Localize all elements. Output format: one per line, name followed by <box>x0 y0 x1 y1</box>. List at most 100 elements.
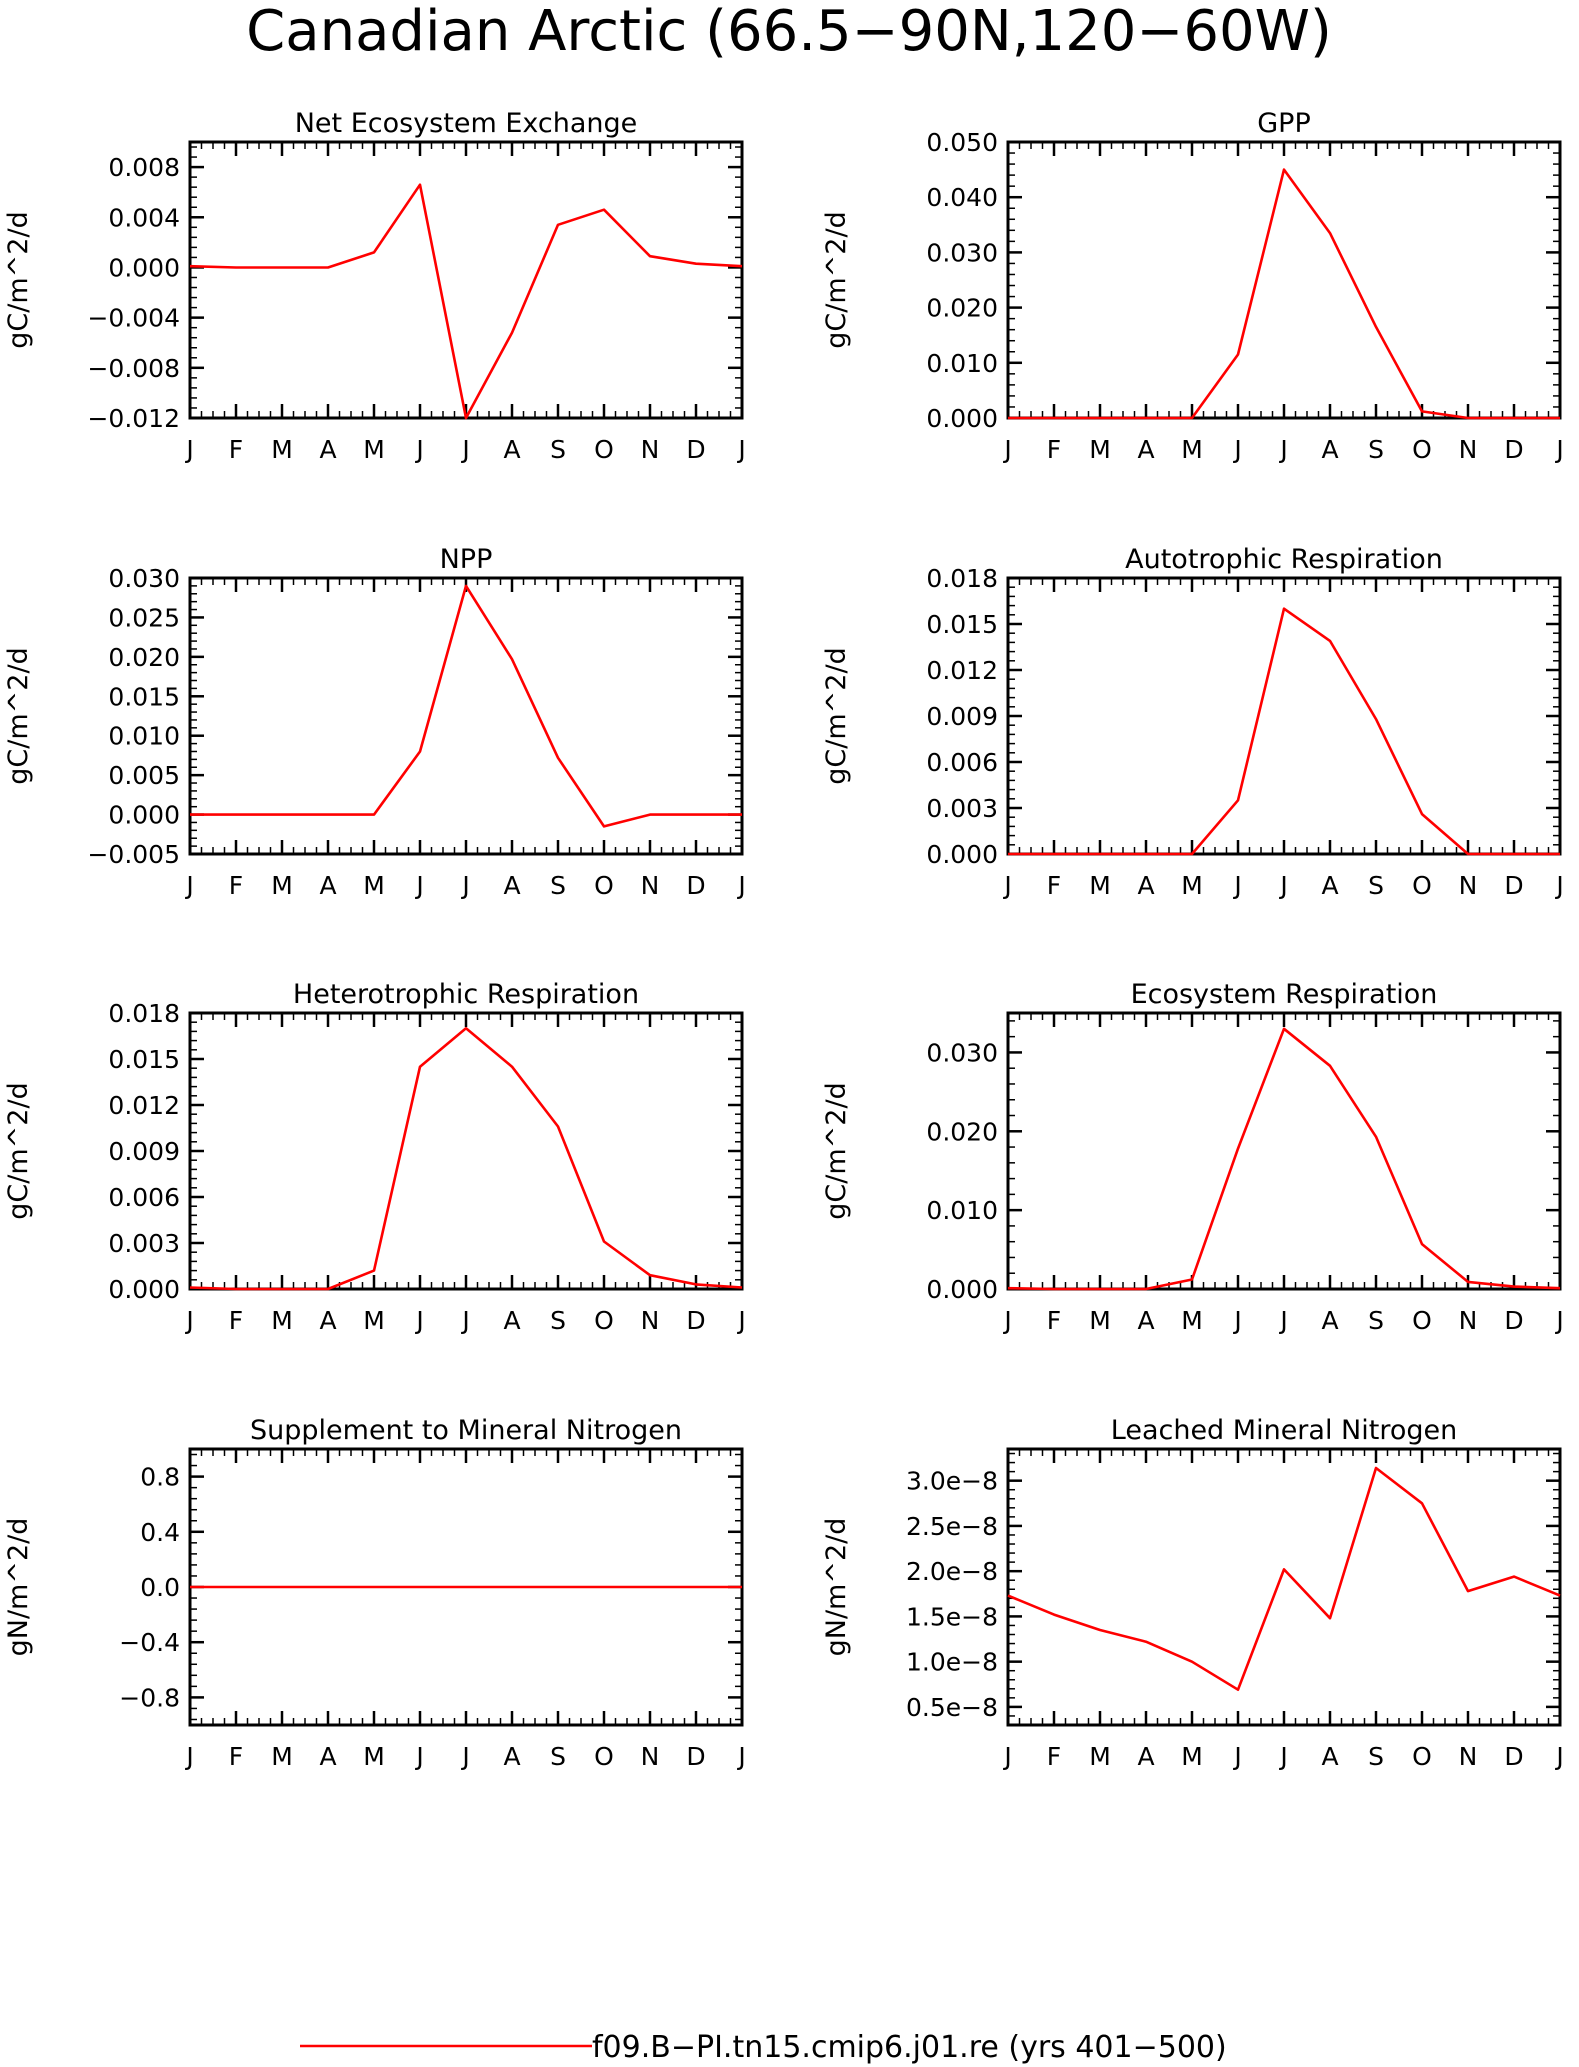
panel-title: Leached Mineral Nitrogen <box>1111 1415 1457 1446</box>
x-tick-label: J <box>1554 871 1563 900</box>
legend: f09.B−PI.tn15.cmip6.j01.re (yrs 401−500) <box>300 2030 1227 2065</box>
series-line <box>189 183 743 420</box>
x-tick-label: J <box>414 435 423 464</box>
x-tick-label: J <box>1232 1742 1241 1771</box>
x-tick-label: N <box>641 435 660 464</box>
y-tick-label: 0.000 <box>926 1275 998 1304</box>
x-tick-label: M <box>363 871 385 900</box>
x-tick-label: J <box>736 435 745 464</box>
y-axis-label: gC/m^2/d <box>3 1082 34 1219</box>
x-tick-label: A <box>1321 1306 1338 1335</box>
x-tick-label: A <box>319 435 336 464</box>
y-tick-label: 0.010 <box>108 722 180 751</box>
y-tick-label: 0.015 <box>108 682 180 711</box>
x-tick-label: S <box>550 1742 566 1771</box>
y-tick-label: 0.003 <box>926 794 998 823</box>
x-tick-label: A <box>1321 1742 1338 1771</box>
x-tick-label: N <box>641 1306 660 1335</box>
x-tick-label: J <box>184 1742 193 1771</box>
y-tick-label: 0.030 <box>926 1038 998 1067</box>
x-tick-label: O <box>594 1742 614 1771</box>
y-tick-label: 1.5e−8 <box>906 1602 998 1631</box>
y-tick-label: 0.000 <box>108 801 180 830</box>
x-tick-label: D <box>1504 1742 1523 1771</box>
panel-title: Heterotrophic Respiration <box>293 979 639 1010</box>
y-tick-label: 1.0e−8 <box>906 1648 998 1677</box>
y-tick-label: 0.020 <box>108 643 180 672</box>
x-tick-label: A <box>503 1742 520 1771</box>
x-tick-label: J <box>1554 1306 1563 1335</box>
x-tick-label: N <box>1459 1306 1478 1335</box>
y-tick-label: 0.012 <box>108 1091 180 1120</box>
x-tick-label: J <box>1278 871 1287 900</box>
x-tick-label: N <box>1459 435 1478 464</box>
series-line <box>1008 168 1560 420</box>
x-tick-label: D <box>686 435 705 464</box>
y-tick-label: 0.030 <box>926 238 998 267</box>
x-tick-label: F <box>1047 1742 1061 1771</box>
x-tick-label: O <box>1412 1306 1432 1335</box>
x-tick-label: A <box>1321 871 1338 900</box>
y-tick-label: 0.012 <box>926 656 998 685</box>
y-tick-label: 0.018 <box>926 564 998 593</box>
series-line <box>190 584 742 828</box>
x-tick-label: F <box>229 871 243 900</box>
x-tick-label: J <box>736 1742 745 1771</box>
x-tick-label: A <box>503 871 520 900</box>
y-tick-label: −0.004 <box>87 304 180 333</box>
y-tick-label: 0.005 <box>108 761 180 790</box>
y-tick-label: 0.010 <box>926 349 998 378</box>
x-tick-label: A <box>503 435 520 464</box>
series-line <box>1008 607 1560 856</box>
y-tick-label: 0.009 <box>926 702 998 731</box>
plot-frame <box>1006 1011 1562 1291</box>
chart-panels: J F M A M J J A S O N D J−0.012−0.008−0.0040.0000.00… <box>3 108 1564 1771</box>
x-tick-label: J <box>184 1306 193 1335</box>
y-tick-label: 0.0 <box>140 1573 180 1602</box>
x-tick-label: D <box>1504 435 1523 464</box>
y-axis-label: gN/m^2/d <box>3 1518 34 1657</box>
x-tick-label: S <box>1368 1742 1384 1771</box>
panel-title: NPP <box>440 544 493 575</box>
y-tick-label: 0.030 <box>108 564 180 593</box>
plot-frame <box>1006 576 1562 856</box>
x-tick-label: A <box>1137 1742 1154 1771</box>
plot-frame <box>188 1011 744 1291</box>
x-tick-label: M <box>1089 1742 1111 1771</box>
y-tick-label: 2.0e−8 <box>906 1557 998 1586</box>
x-tick-label: J <box>1232 435 1241 464</box>
x-tick-label: J <box>460 435 469 464</box>
panel-title: Net Ecosystem Exchange <box>295 108 638 139</box>
x-tick-label: M <box>1181 871 1203 900</box>
x-tick-label: J <box>1232 1306 1241 1335</box>
x-tick-label: J <box>460 871 469 900</box>
y-tick-label: 3.0e−8 <box>906 1467 998 1496</box>
x-tick-label: M <box>271 1306 293 1335</box>
y-tick-label: 0.050 <box>926 128 998 157</box>
x-tick-label: N <box>641 1742 660 1771</box>
x-tick-label: J <box>1002 435 1011 464</box>
x-tick-label: M <box>271 1742 293 1771</box>
x-tick-label: A <box>319 1742 336 1771</box>
x-tick-label: J <box>1002 871 1011 900</box>
series-line <box>1007 1027 1561 1291</box>
chart-panel: J F M A M J J A S O N D J−0.0050.0000.0050.0100.0150… <box>3 544 746 900</box>
y-tick-label: 0.4 <box>140 1518 180 1547</box>
y-tick-label: 0.8 <box>140 1463 180 1492</box>
x-tick-label: O <box>594 1306 614 1335</box>
y-tick-label: −0.008 <box>87 354 180 383</box>
x-tick-label: M <box>1089 1306 1111 1335</box>
y-tick-label: 0.006 <box>108 1183 180 1212</box>
panel-title: Autotrophic Respiration <box>1125 544 1443 575</box>
y-axis-label: gC/m^2/d <box>821 211 852 348</box>
y-tick-label: 0.5e−8 <box>906 1693 998 1722</box>
x-tick-label: M <box>271 871 293 900</box>
y-axis-label: gN/m^2/d <box>821 1518 852 1657</box>
x-tick-label: J <box>1002 1306 1011 1335</box>
chart-panel: J F M A M J J A S O N D J−0.8−0.40.00.40.8Supplement… <box>3 1415 746 1771</box>
x-tick-label: J <box>414 871 423 900</box>
panel-title: GPP <box>1257 108 1311 139</box>
x-tick-label: J <box>1232 871 1241 900</box>
x-tick-label: S <box>1368 435 1384 464</box>
y-axis-label: gC/m^2/d <box>821 647 852 784</box>
